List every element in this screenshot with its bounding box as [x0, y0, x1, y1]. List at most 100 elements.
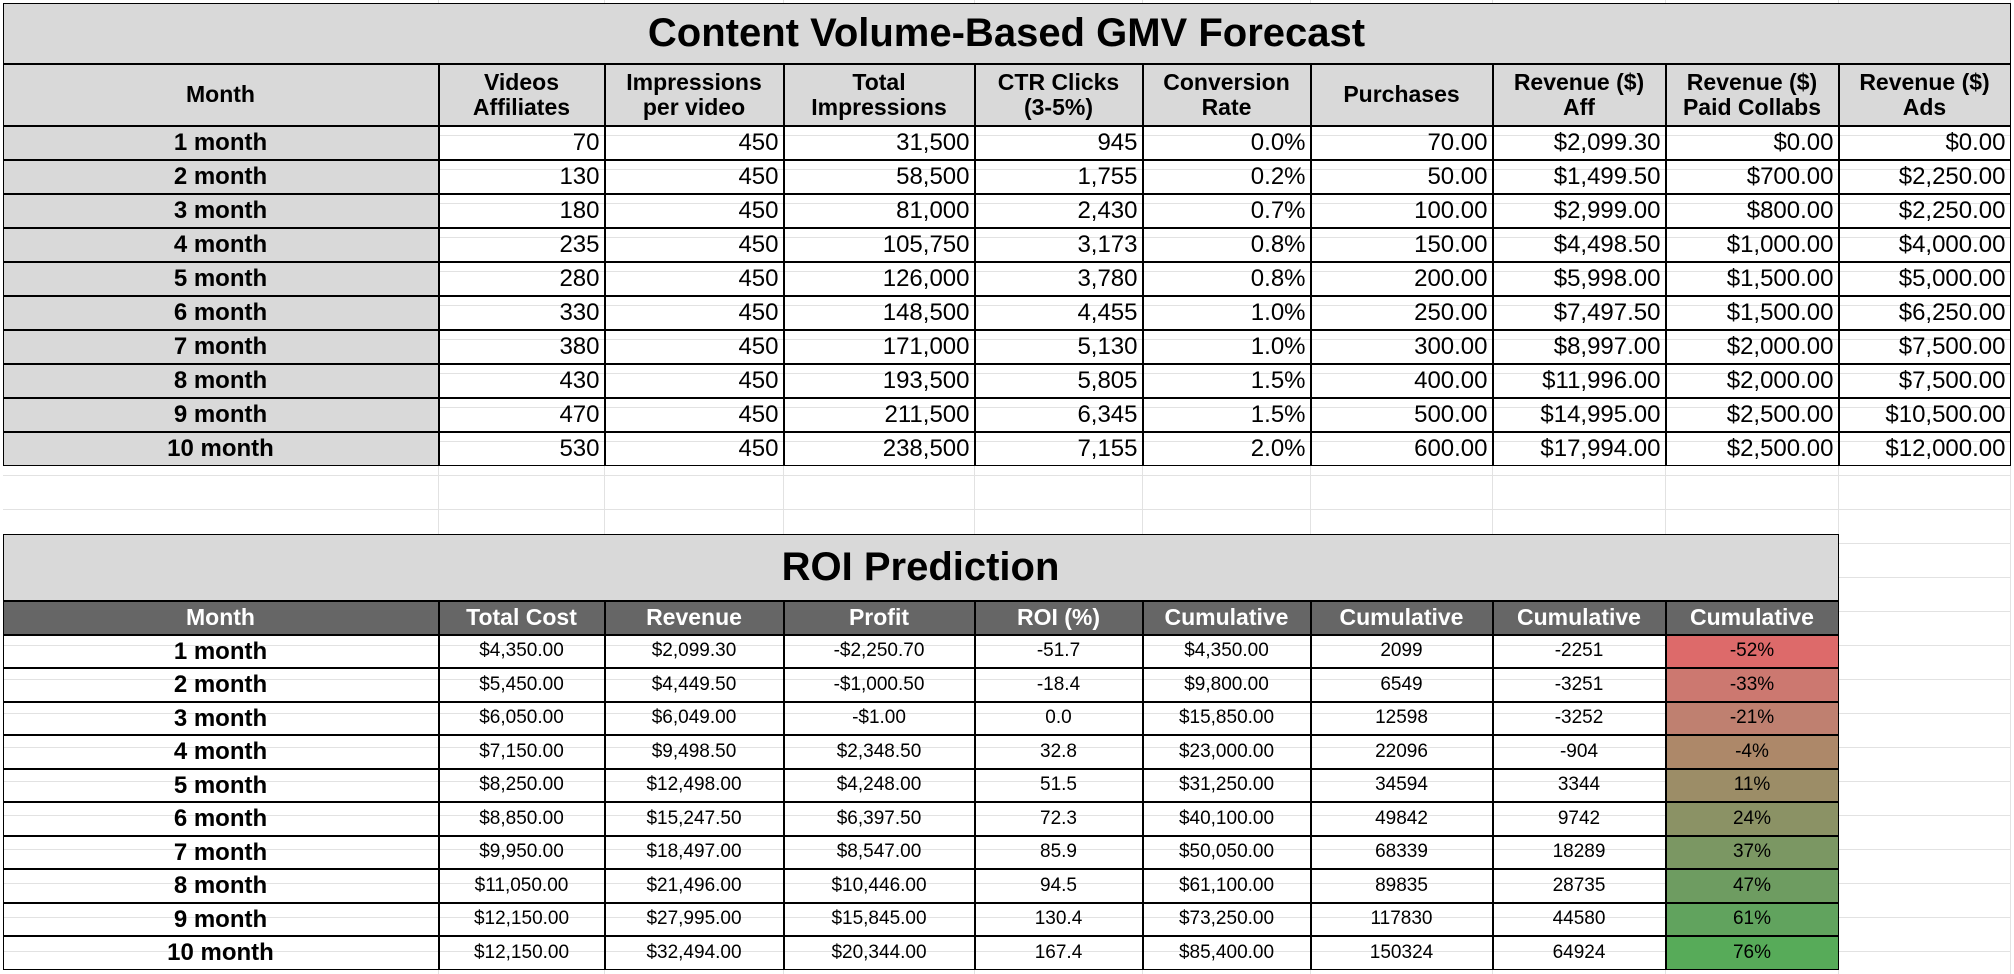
data-cell: 5,805 — [974, 363, 1143, 398]
data-cell: 450 — [604, 397, 784, 432]
row-header: 1 month — [2, 125, 439, 160]
grid-cell — [1839, 850, 2011, 884]
data-cell: 2.0% — [1142, 431, 1311, 466]
grid-cell — [3, 476, 439, 510]
column-header: Purchases — [1310, 63, 1493, 126]
grid-cell — [1839, 442, 2011, 476]
data-cell: 450 — [604, 159, 784, 194]
data-cell: 31,500 — [783, 125, 975, 160]
grid-cell — [1839, 578, 2011, 612]
data-cell: $1,500.00 — [1665, 261, 1839, 296]
data-cell: 81,000 — [783, 193, 975, 228]
data-cell: 32.8 — [974, 735, 1143, 769]
data-cell: 450 — [604, 295, 784, 330]
row-header: 2 month — [2, 668, 439, 702]
grid-cell — [1839, 102, 2011, 136]
heat-cell: 11% — [1665, 768, 1839, 802]
data-cell: 150324 — [1310, 936, 1493, 970]
data-cell: $20,344.00 — [783, 936, 975, 970]
data-cell: 0.8% — [1142, 227, 1311, 262]
data-cell: 150.00 — [1310, 227, 1493, 262]
data-cell: $50,050.00 — [1142, 835, 1311, 869]
data-cell: 193,500 — [783, 363, 975, 398]
grid-cell — [1143, 476, 1311, 510]
data-cell: 2099 — [1310, 634, 1493, 668]
data-cell: $14,995.00 — [1492, 397, 1666, 432]
data-cell: $15,845.00 — [783, 902, 975, 936]
data-cell: 6,345 — [974, 397, 1143, 432]
row-header: 10 month — [2, 936, 439, 970]
data-cell: $40,100.00 — [1142, 802, 1311, 836]
data-cell: $4,350.00 — [1142, 634, 1311, 668]
data-cell: -904 — [1492, 735, 1666, 769]
data-cell: 58,500 — [783, 159, 975, 194]
data-cell: $2,500.00 — [1665, 431, 1839, 466]
data-cell: 500.00 — [1310, 397, 1493, 432]
data-cell: 200.00 — [1310, 261, 1493, 296]
data-cell: 64924 — [1492, 936, 1666, 970]
grid-cell — [1839, 646, 2011, 680]
data-cell: $6,250.00 — [1838, 295, 2011, 330]
grid-cell — [1839, 680, 2011, 714]
data-cell: 1.5% — [1142, 363, 1311, 398]
data-cell: $700.00 — [1665, 159, 1839, 194]
grid-cell — [1493, 476, 1666, 510]
data-cell: 450 — [604, 227, 784, 262]
row-header: 3 month — [2, 193, 439, 228]
data-cell: $7,497.50 — [1492, 295, 1666, 330]
data-cell: 1.0% — [1142, 329, 1311, 364]
data-cell: 72.3 — [974, 802, 1143, 836]
data-cell: $7,500.00 — [1838, 363, 2011, 398]
heat-cell: 76% — [1665, 936, 1839, 970]
grid-cell — [1839, 918, 2011, 952]
data-cell: $12,150.00 — [438, 902, 605, 936]
data-cell: $4,449.50 — [604, 668, 784, 702]
data-cell: 380 — [438, 329, 605, 364]
data-cell: 450 — [604, 431, 784, 466]
data-cell: $7,150.00 — [438, 735, 605, 769]
data-cell: 945 — [974, 125, 1143, 160]
data-cell: -$2,250.70 — [783, 634, 975, 668]
grid-cell — [1839, 306, 2011, 340]
table-title: Content Volume-Based GMV Forecast — [2, 2, 2011, 64]
data-cell: 530 — [438, 431, 605, 466]
grid-cell — [1839, 340, 2011, 374]
column-header: Total Cost — [438, 600, 605, 635]
column-header: Profit — [783, 600, 975, 635]
row-header: 4 month — [2, 227, 439, 262]
grid-cell — [1839, 612, 2011, 646]
data-cell: $1,499.50 — [1492, 159, 1666, 194]
data-cell: $2,999.00 — [1492, 193, 1666, 228]
data-cell: -$1.00 — [783, 701, 975, 735]
data-cell: $2,500.00 — [1665, 397, 1839, 432]
column-header: Cumulative — [1665, 600, 1839, 635]
data-cell: 3,173 — [974, 227, 1143, 262]
grid-cell — [439, 476, 605, 510]
heat-cell: -52% — [1665, 634, 1839, 668]
column-header: Month — [2, 600, 439, 635]
data-cell: -51.7 — [974, 634, 1143, 668]
data-cell: 7,155 — [974, 431, 1143, 466]
row-header: 2 month — [2, 159, 439, 194]
data-cell: 34594 — [1310, 768, 1493, 802]
data-cell: $11,996.00 — [1492, 363, 1666, 398]
grid-cell — [1839, 136, 2011, 170]
row-header: 9 month — [2, 397, 439, 432]
data-cell: -$1,000.50 — [783, 668, 975, 702]
data-cell: -3252 — [1492, 701, 1666, 735]
data-cell: 0.0% — [1142, 125, 1311, 160]
column-header: Cumulative — [1492, 600, 1666, 635]
grid-cell — [1839, 510, 2011, 544]
grid-cell — [605, 476, 784, 510]
data-cell: $6,397.50 — [783, 802, 975, 836]
data-cell: $8,997.00 — [1492, 329, 1666, 364]
grid-cell — [1839, 544, 2011, 578]
data-cell: -2251 — [1492, 634, 1666, 668]
heat-cell: 47% — [1665, 869, 1839, 903]
data-cell: $5,000.00 — [1838, 261, 2011, 296]
data-cell: $9,950.00 — [438, 835, 605, 869]
grid-cell — [784, 476, 975, 510]
data-cell: 148,500 — [783, 295, 975, 330]
row-header: 8 month — [2, 363, 439, 398]
grid-cell — [1666, 952, 1839, 974]
